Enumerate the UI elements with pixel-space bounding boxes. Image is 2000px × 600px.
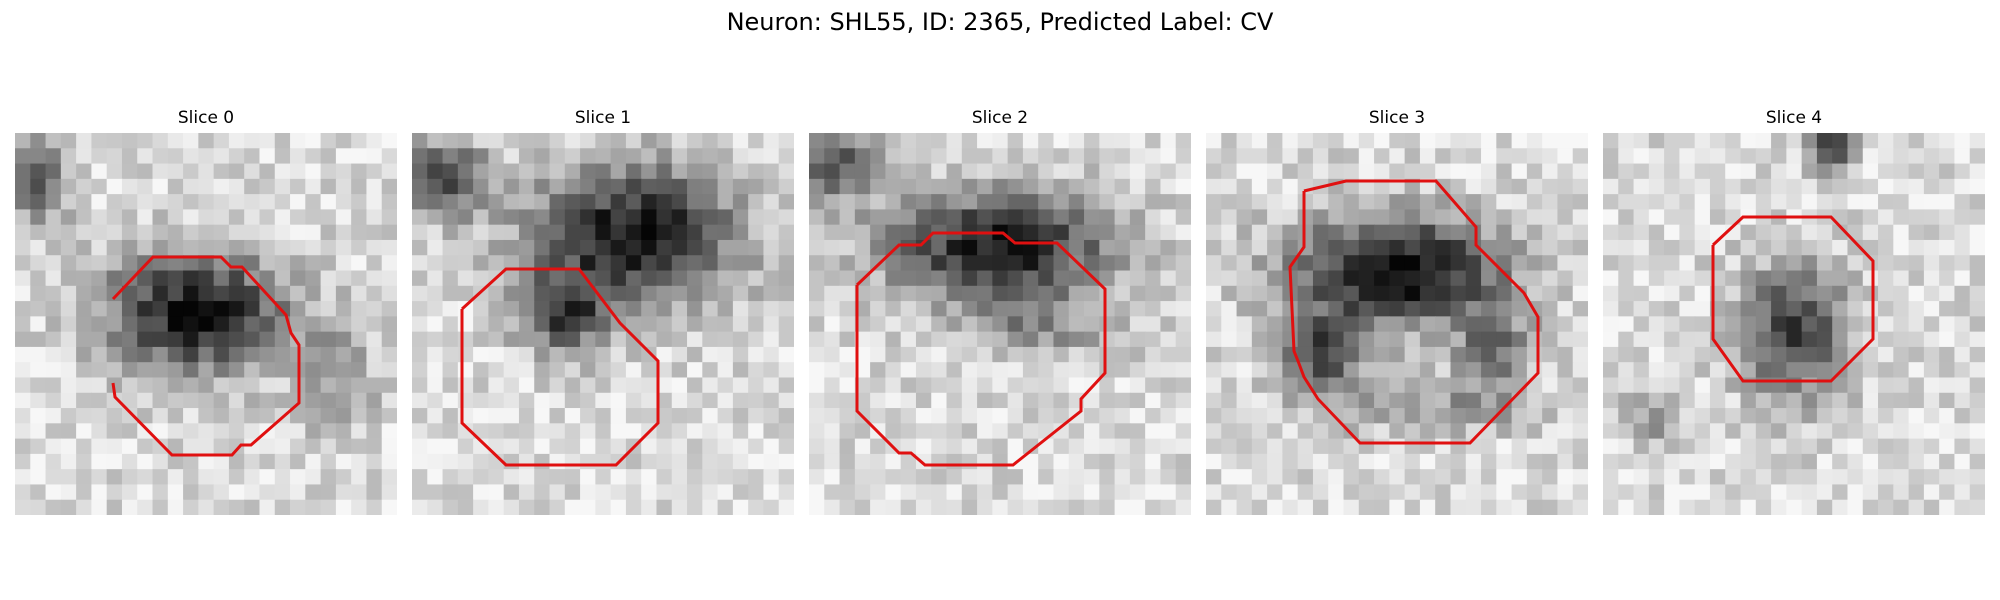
slice-title: Slice 4 [1765, 108, 1823, 128]
slice-image [1603, 133, 1985, 515]
slice-panel-1: Slice 1 [412, 105, 794, 525]
slice-image [15, 133, 397, 515]
roi-contour [1288, 179, 1540, 445]
roi-contour [1711, 215, 1875, 383]
slice-panel-4: Slice 4 [1603, 105, 1985, 525]
pixel-grid [15, 133, 397, 515]
pixel-grid [1603, 133, 1985, 515]
slice-image [412, 133, 794, 515]
slice-title: Slice 0 [177, 108, 235, 128]
slice-title: Slice 1 [574, 108, 632, 128]
pixel-grid [412, 133, 794, 515]
slice-panel-2: Slice 2 [809, 105, 1191, 525]
pixel-grid [1206, 133, 1588, 515]
slice-image [1206, 133, 1588, 515]
figure-title: Neuron: SHL55, ID: 2365, Predicted Label… [726, 8, 1274, 36]
roi-contour [460, 267, 660, 467]
slice-panel-0: Slice 0 [15, 105, 397, 525]
slice-title: Slice 2 [971, 108, 1029, 128]
slice-panel-3: Slice 3 [1206, 105, 1588, 525]
roi-contour [855, 231, 1107, 467]
pixel-grid [809, 133, 1191, 515]
slice-title: Slice 3 [1368, 108, 1426, 128]
roi-contour [111, 255, 301, 457]
slice-image [809, 133, 1191, 515]
